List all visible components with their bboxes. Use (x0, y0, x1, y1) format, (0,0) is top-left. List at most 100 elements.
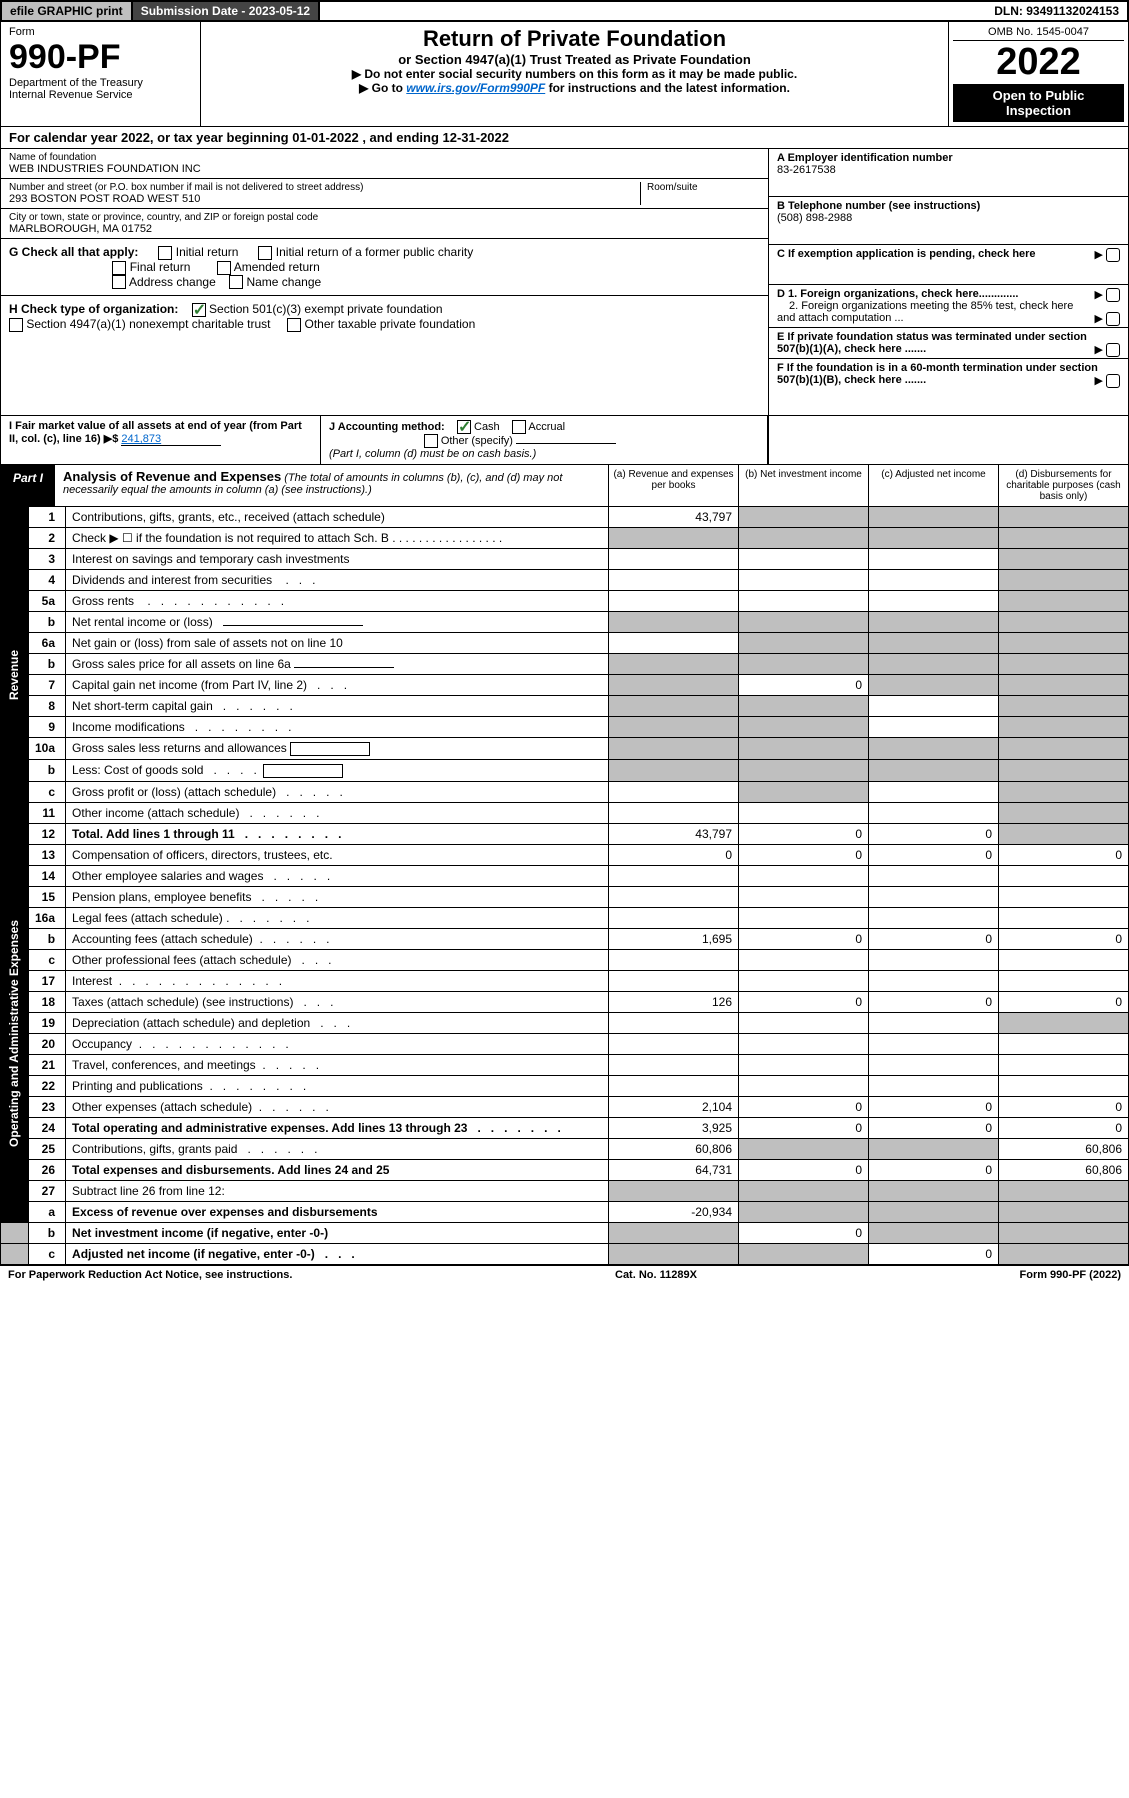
cell-value: 0 (999, 991, 1129, 1012)
table-row: 10aGross sales less returns and allowanc… (1, 738, 1129, 760)
cell-value: 0 (999, 1096, 1129, 1117)
checkbox-c[interactable] (1106, 248, 1120, 262)
cell-value: 60,806 (999, 1138, 1129, 1159)
checkbox-amended[interactable] (217, 261, 231, 275)
cell-shaded (739, 507, 869, 528)
j1-label: Cash (474, 421, 500, 433)
part1-header: Part I Analysis of Revenue and Expenses … (0, 465, 1129, 507)
ein-label: A Employer identification number (777, 152, 1120, 164)
row-desc: Gross sales less returns and allowances (66, 738, 609, 760)
fmv-value[interactable]: 241,873 (121, 433, 221, 446)
foundation-name: WEB INDUSTRIES FOUNDATION INC (9, 163, 760, 175)
checkbox-501c3[interactable] (192, 303, 206, 317)
row-desc: Excess of revenue over expenses and disb… (66, 1201, 609, 1222)
table-row: 25Contributions, gifts, grants paid . . … (1, 1138, 1129, 1159)
cell-value: 0 (739, 991, 869, 1012)
cell-value: 0 (739, 928, 869, 949)
checkbox-d2[interactable] (1106, 312, 1120, 326)
table-row: 3Interest on savings and temporary cash … (1, 549, 1129, 570)
name-label: Name of foundation (9, 152, 760, 163)
table-row: 7Capital gain net income (from Part IV, … (1, 675, 1129, 696)
checkbox-name-change[interactable] (229, 275, 243, 289)
expenses-side-label: Operating and Administrative Expenses (1, 844, 29, 1222)
table-row: Revenue 1 Contributions, gifts, grants, … (1, 507, 1129, 528)
row-desc: Less: Cost of goods sold . . . . (66, 759, 609, 781)
other-specify-line[interactable] (516, 443, 616, 444)
h-label: H Check type of organization: (9, 302, 178, 316)
e-label: E If private foundation status was termi… (777, 331, 1087, 355)
row-desc: Travel, conferences, and meetings . . . … (66, 1054, 609, 1075)
cell-value: 0 (739, 1159, 869, 1180)
top-bar: efile GRAPHIC print Submission Date - 20… (0, 0, 1129, 22)
row-desc: Gross sales price for all assets on line… (66, 654, 609, 675)
form-header: Form 990-PF Department of the Treasury I… (0, 22, 1129, 127)
row-desc: Net investment income (if negative, ente… (66, 1222, 609, 1243)
footer-left: For Paperwork Reduction Act Notice, see … (8, 1269, 292, 1281)
cell-shaded (869, 507, 999, 528)
footer-center: Cat. No. 11289X (615, 1269, 697, 1281)
part1-table: Revenue 1 Contributions, gifts, grants, … (0, 507, 1129, 1265)
checkbox-e[interactable] (1106, 343, 1120, 357)
footer-right: Form 990-PF (2022) (1020, 1269, 1121, 1281)
table-row: 21Travel, conferences, and meetings . . … (1, 1054, 1129, 1075)
f-label: F If the foundation is in a 60-month ter… (777, 362, 1098, 386)
checkbox-initial-former[interactable] (258, 246, 272, 260)
checkbox-address-change[interactable] (112, 275, 126, 289)
table-row: bNet rental income or (loss) (1, 612, 1129, 633)
g2-label: Initial return of a former public charit… (276, 245, 473, 259)
cell-value: 0 (999, 844, 1129, 865)
submission-date-badge: Submission Date - 2023-05-12 (133, 2, 320, 20)
section-g: G Check all that apply: Initial return I… (1, 239, 768, 296)
cell-value: 0 (739, 844, 869, 865)
row-desc: Net gain or (loss) from sale of assets n… (66, 633, 609, 654)
cell-value: 0 (869, 844, 999, 865)
j-label: J Accounting method: (329, 421, 445, 433)
checkbox-d1[interactable] (1106, 288, 1120, 302)
checkbox-other-taxable[interactable] (287, 318, 301, 332)
table-row: 15Pension plans, employee benefits . . .… (1, 886, 1129, 907)
instruction-line-2: ▶ Go to www.irs.gov/Form990PF for instru… (209, 81, 940, 95)
ein-cell: A Employer identification number 83-2617… (769, 149, 1128, 197)
cell-value: 0 (869, 1159, 999, 1180)
checkbox-cash[interactable] (457, 420, 471, 434)
row-desc: Other expenses (attach schedule) . . . .… (66, 1096, 609, 1117)
table-row: 19Depreciation (attach schedule) and dep… (1, 1012, 1129, 1033)
row-desc: Check ▶ ☐ if the foundation is not requi… (66, 528, 609, 549)
row-desc: Taxes (attach schedule) (see instruction… (66, 991, 609, 1012)
header-right: OMB No. 1545-0047 2022 Open to Public In… (948, 22, 1128, 126)
instructions-link[interactable]: www.irs.gov/Form990PF (406, 81, 545, 95)
checkbox-4947a1[interactable] (9, 318, 23, 332)
row-desc: Contributions, gifts, grants, etc., rece… (66, 507, 609, 528)
checkbox-f[interactable] (1106, 374, 1120, 388)
row-desc: Other professional fees (attach schedule… (66, 949, 609, 970)
checkbox-initial-return[interactable] (158, 246, 172, 260)
dln-label: DLN: 93491132024153 (986, 2, 1127, 20)
row-desc: Printing and publications . . . . . . . … (66, 1075, 609, 1096)
efile-print-button[interactable]: efile GRAPHIC print (2, 2, 133, 20)
cell-value: 3,925 (609, 1117, 739, 1138)
checkbox-accrual[interactable] (512, 420, 526, 434)
cell-value: 0 (999, 1117, 1129, 1138)
cell-value: 60,806 (609, 1138, 739, 1159)
table-row: 20Occupancy . . . . . . . . . . . . (1, 1033, 1129, 1054)
cell-value: 0 (869, 991, 999, 1012)
checkbox-final-return[interactable] (112, 261, 126, 275)
table-row: 8Net short-term capital gain . . . . . . (1, 696, 1129, 717)
cell-value: 126 (609, 991, 739, 1012)
revenue-side-label: Revenue (1, 507, 29, 844)
checkbox-other-method[interactable] (424, 434, 438, 448)
calendar-year-row: For calendar year 2022, or tax year begi… (0, 127, 1129, 149)
table-row: cOther professional fees (attach schedul… (1, 949, 1129, 970)
row-desc: Other employee salaries and wages . . . … (66, 865, 609, 886)
row-desc: Compensation of officers, directors, tru… (66, 844, 609, 865)
sub-title: or Section 4947(a)(1) Trust Treated as P… (209, 52, 940, 67)
phone-value: (508) 898-2988 (777, 212, 1120, 224)
section-e: E If private foundation status was termi… (769, 328, 1128, 359)
cell-value: 0 (609, 844, 739, 865)
cell-value: 2,104 (609, 1096, 739, 1117)
h2-label: Section 4947(a)(1) nonexempt charitable … (26, 317, 270, 331)
row-desc: Adjusted net income (if negative, enter … (66, 1243, 609, 1264)
omb-number: OMB No. 1545-0047 (953, 26, 1124, 41)
cell-value: 0 (739, 1222, 869, 1243)
row-desc: Gross rents . . . . . . . . . . . (66, 591, 609, 612)
